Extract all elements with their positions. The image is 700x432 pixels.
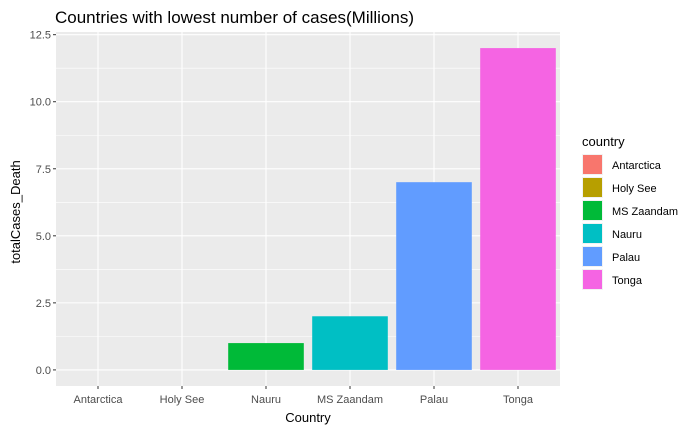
legend-label: Nauru: [612, 229, 642, 241]
x-tick-label: Tonga: [503, 394, 534, 406]
x-tick-label: Nauru: [251, 394, 281, 406]
legend-label: Antarctica: [612, 160, 662, 172]
x-tick-label: Antarctica: [74, 394, 124, 406]
legend-swatch: [583, 201, 602, 220]
y-tick-label: 10.0: [30, 97, 51, 109]
legend-swatch: [583, 224, 602, 243]
legend: country Antarctica Holy See MS Zaandam Naur…: [582, 134, 678, 290]
legend-label: Holy See: [612, 183, 657, 195]
x-tick-label: MS Zaandam: [317, 394, 383, 406]
x-tick-label: Holy See: [160, 394, 205, 406]
legend-label: Palau: [612, 252, 640, 264]
y-tick-label: 12.5: [30, 30, 51, 42]
y-tick-label: 7.5: [36, 164, 51, 176]
legend-swatch: [583, 270, 602, 289]
legend-swatch: [583, 247, 602, 266]
y-axis: 0.0 2.5 5.0 7.5 10.0 12.5: [30, 30, 56, 377]
x-axis: Antarctica Holy See Nauru MS Zaandam Palau To…: [74, 386, 534, 406]
y-axis-title: totalCases_Death: [8, 160, 23, 263]
legend-title: country: [582, 134, 625, 149]
plot-panel: [56, 32, 560, 386]
major-gridlines: [56, 32, 560, 386]
bar-palau: [396, 182, 472, 370]
y-tick-label: 2.5: [36, 298, 51, 310]
legend-label: Tonga: [612, 275, 643, 287]
bar-ms-zaandam: [312, 316, 388, 370]
x-tick-label: Palau: [420, 394, 448, 406]
y-tick-label: 0.0: [36, 365, 51, 377]
x-axis-title: Country: [285, 410, 331, 425]
legend-label: MS Zaandam: [612, 206, 678, 218]
legend-swatch: [583, 155, 602, 174]
y-tick-label: 5.0: [36, 231, 51, 243]
bars: [228, 48, 556, 370]
minor-gridlines: [56, 67, 560, 337]
bar-tonga: [480, 48, 556, 370]
legend-swatch: [583, 178, 602, 197]
bar-nauru: [228, 343, 304, 370]
chart-title: Countries with lowest number of cases(Mi…: [55, 8, 414, 27]
